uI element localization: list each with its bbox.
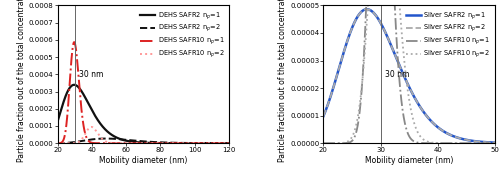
Silver SAFR2 n$_p$=1: [394, 58, 400, 60]
DEHS SAFR2 n$_p$=1: [74, 85, 80, 87]
Line: DEHS SAFR2 n$_p$=1: DEHS SAFR2 n$_p$=1: [58, 85, 229, 143]
Silver SAFR10 n$_p$=1: [350, 139, 356, 141]
DEHS SAFR10 n$_p$=2: [120, 142, 126, 144]
Legend: Silver SAFR2 n$_p$=1, Silver SAFR2 n$_p$=2, Silver SAFR10 n$_p$=1, Silver SAFR10: Silver SAFR2 n$_p$=1, Silver SAFR2 n$_p$…: [404, 9, 492, 61]
Silver SAFR2 n$_p$=2: [492, 142, 498, 144]
DEHS SAFR2 n$_p$=1: [84, 100, 90, 103]
Silver SAFR2 n$_p$=2: [488, 141, 494, 144]
DEHS SAFR10 n$_p$=1: [128, 142, 134, 144]
DEHS SAFR2 n$_p$=1: [71, 84, 77, 86]
DEHS SAFR10 n$_p$=2: [226, 142, 232, 144]
DEHS SAFR2 n$_p$=2: [120, 139, 126, 141]
DEHS SAFR2 n$_p$=2: [74, 141, 80, 143]
DEHS SAFR10 n$_p$=2: [128, 142, 134, 144]
Line: Silver SAFR2 n$_p$=1: Silver SAFR2 n$_p$=1: [324, 9, 495, 143]
Line: Silver SAFR10 n$_p$=1: Silver SAFR10 n$_p$=1: [324, 0, 495, 143]
Silver SAFR2 n$_p$=1: [340, 54, 346, 56]
Silver SAFR10 n$_p$=2: [320, 142, 326, 144]
X-axis label: Mobility diameter (nm): Mobility diameter (nm): [365, 156, 454, 165]
Silver SAFR2 n$_p$=1: [350, 24, 356, 26]
DEHS SAFR10 n$_p$=1: [223, 142, 229, 144]
DEHS SAFR2 n$_p$=1: [204, 142, 210, 144]
Silver SAFR10 n$_p$=1: [394, 41, 400, 43]
DEHS SAFR10 n$_p$=1: [71, 41, 77, 43]
DEHS SAFR10 n$_p$=2: [74, 142, 80, 144]
Silver SAFR2 n$_p$=1: [320, 115, 326, 117]
DEHS SAFR2 n$_p$=1: [54, 121, 60, 123]
DEHS SAFR10 n$_p$=2: [84, 129, 90, 131]
Text: 30 nm: 30 nm: [385, 70, 409, 79]
Line: Silver SAFR2 n$_p$=2: Silver SAFR2 n$_p$=2: [324, 9, 495, 143]
DEHS SAFR2 n$_p$=2: [204, 142, 210, 144]
DEHS SAFR2 n$_p$=2: [102, 137, 108, 140]
DEHS SAFR10 n$_p$=2: [223, 142, 229, 144]
Silver SAFR2 n$_p$=2: [320, 115, 326, 117]
DEHS SAFR10 n$_p$=1: [226, 142, 232, 144]
Silver SAFR2 n$_p$=2: [364, 8, 370, 10]
DEHS SAFR10 n$_p$=2: [88, 126, 94, 128]
Line: Silver SAFR10 n$_p$=2: Silver SAFR10 n$_p$=2: [324, 0, 495, 143]
DEHS SAFR2 n$_p$=2: [223, 142, 229, 144]
Silver SAFR2 n$_p$=1: [386, 40, 392, 42]
DEHS SAFR10 n$_p$=1: [74, 59, 80, 61]
DEHS SAFR2 n$_p$=1: [223, 142, 229, 144]
Line: DEHS SAFR2 n$_p$=2: DEHS SAFR2 n$_p$=2: [58, 139, 229, 143]
Silver SAFR10 n$_p$=1: [320, 142, 326, 144]
Text: 30 nm: 30 nm: [79, 70, 104, 79]
Silver SAFR2 n$_p$=1: [488, 141, 494, 144]
DEHS SAFR10 n$_p$=1: [120, 142, 126, 144]
X-axis label: Mobility diameter (nm): Mobility diameter (nm): [99, 156, 188, 165]
DEHS SAFR2 n$_p$=1: [120, 139, 126, 141]
Silver SAFR10 n$_p$=1: [492, 142, 498, 144]
DEHS SAFR2 n$_p$=2: [226, 142, 232, 144]
DEHS SAFR10 n$_p$=1: [54, 142, 60, 144]
Y-axis label: Particle fraction out of the total concentration: Particle fraction out of the total conce…: [278, 0, 287, 163]
DEHS SAFR2 n$_p$=2: [128, 139, 134, 141]
Silver SAFR10 n$_p$=1: [340, 142, 346, 144]
DEHS SAFR2 n$_p$=1: [128, 141, 134, 143]
DEHS SAFR10 n$_p$=2: [204, 142, 210, 144]
Silver SAFR10 n$_p$=1: [470, 142, 476, 144]
Silver SAFR10 n$_p$=2: [470, 142, 476, 144]
DEHS SAFR2 n$_p$=2: [54, 142, 60, 144]
Silver SAFR10 n$_p$=2: [492, 142, 498, 144]
Legend: DEHS SAFR2 n$_p$=1, DEHS SAFR2 n$_p$=2, DEHS SAFR10 n$_p$=1, DEHS SAFR10 n$_p$=2: DEHS SAFR2 n$_p$=1, DEHS SAFR2 n$_p$=2, …: [139, 9, 226, 61]
Line: DEHS SAFR10 n$_p$=1: DEHS SAFR10 n$_p$=1: [58, 42, 229, 143]
Silver SAFR2 n$_p$=2: [386, 40, 392, 42]
Silver SAFR2 n$_p$=1: [364, 8, 370, 10]
Silver SAFR10 n$_p$=2: [488, 142, 494, 144]
DEHS SAFR10 n$_p$=1: [84, 138, 90, 140]
Silver SAFR10 n$_p$=2: [340, 142, 346, 144]
Silver SAFR2 n$_p$=2: [470, 140, 476, 142]
Line: DEHS SAFR10 n$_p$=2: DEHS SAFR10 n$_p$=2: [58, 127, 229, 143]
Silver SAFR10 n$_p$=1: [488, 142, 494, 144]
DEHS SAFR10 n$_p$=2: [54, 142, 60, 144]
DEHS SAFR2 n$_p$=1: [226, 142, 232, 144]
Silver SAFR2 n$_p$=1: [470, 140, 476, 142]
Silver SAFR10 n$_p$=2: [350, 134, 356, 136]
DEHS SAFR2 n$_p$=2: [84, 139, 90, 141]
Silver SAFR2 n$_p$=2: [340, 54, 346, 56]
Y-axis label: Particle fraction out of the total concentration: Particle fraction out of the total conce…: [17, 0, 26, 163]
Silver SAFR2 n$_p$=2: [394, 58, 400, 60]
Silver SAFR2 n$_p$=1: [492, 142, 498, 144]
DEHS SAFR10 n$_p$=1: [204, 142, 210, 144]
Silver SAFR2 n$_p$=2: [350, 24, 356, 26]
